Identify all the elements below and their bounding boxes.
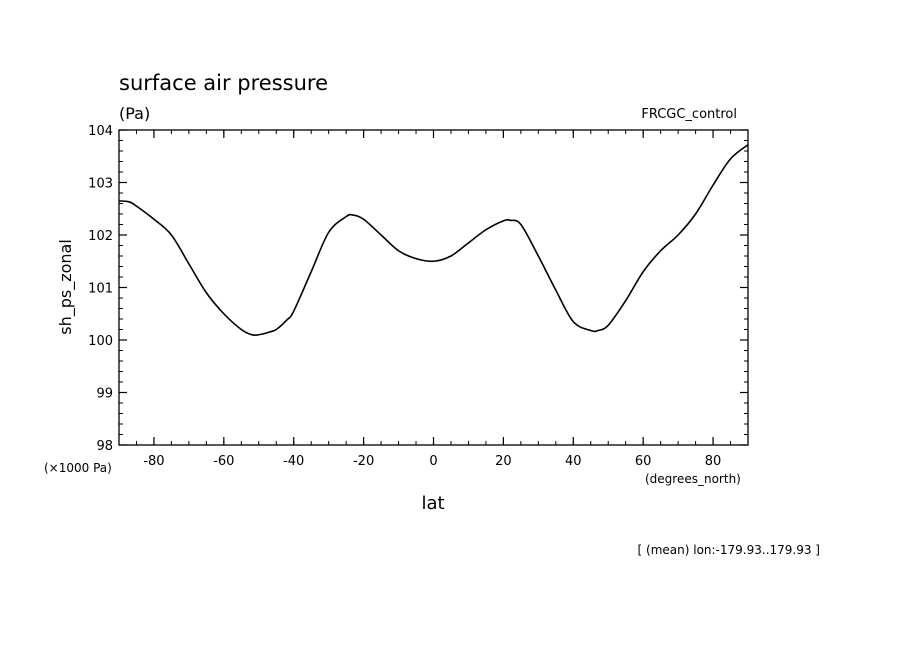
series-line <box>118 144 749 337</box>
x-tick-label: 80 <box>705 454 722 469</box>
x-tick-label: 20 <box>495 454 512 469</box>
dataset-label: FRCGC_control <box>641 107 737 122</box>
y-tick-label: 103 <box>88 177 113 192</box>
plot-frame <box>118 129 749 446</box>
chart-title: surface air pressure <box>119 71 328 95</box>
x-tick-label: 60 <box>635 454 652 469</box>
x-tick-label: 0 <box>429 454 437 469</box>
y-tick-label: 104 <box>88 124 113 139</box>
y-tick-label: 99 <box>96 387 113 402</box>
y-tick-label: 100 <box>88 334 113 349</box>
x-tick-label: -20 <box>353 454 374 469</box>
series-layer <box>118 144 749 337</box>
footnote: [ (mean) lon:-179.93..179.93 ] <box>638 543 820 557</box>
y-scale-label: (×1000 Pa) <box>44 461 112 475</box>
y-axis-label: sh_ps_zonal <box>56 239 76 335</box>
y-tick-label: 102 <box>88 229 113 244</box>
y-tick-label: 98 <box>96 439 113 454</box>
x-tick-label: -60 <box>213 454 234 469</box>
units-label: (Pa) <box>119 104 150 123</box>
x-tick-label: -80 <box>143 454 164 469</box>
x-axis-ticks: -80 -60 -40 -20 0 20 40 60 80 <box>118 130 749 469</box>
x-tick-label: -40 <box>283 454 304 469</box>
x-axis-label: lat <box>421 493 444 514</box>
x-units-label: (degrees_north) <box>645 472 741 486</box>
x-tick-label: 40 <box>565 454 582 469</box>
y-tick-label: 101 <box>88 282 113 297</box>
y-axis-ticks: 98 99 100 101 102 103 104 <box>88 124 748 454</box>
